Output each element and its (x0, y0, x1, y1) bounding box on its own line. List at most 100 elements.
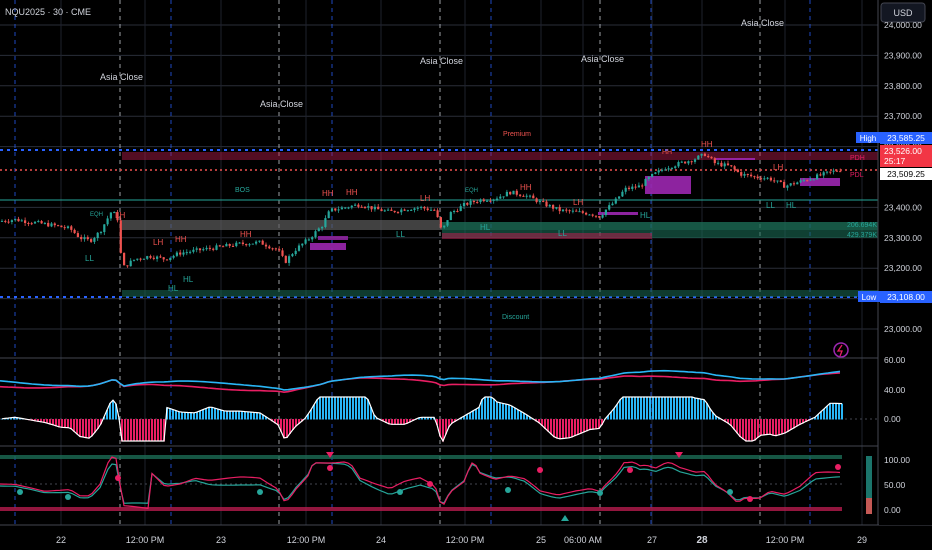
candle-body (179, 252, 182, 255)
swing-hl-label: HL (168, 284, 179, 293)
candle-body (40, 221, 43, 224)
candle-body (832, 170, 835, 172)
osc1-histogram-bar (436, 419, 438, 426)
osc1-histogram-bar (511, 406, 513, 420)
pdh-label: PDH (850, 155, 865, 162)
candle-body (142, 258, 145, 260)
osc1-histogram-bar (439, 419, 441, 437)
candle-body (195, 248, 198, 250)
candle-body (198, 248, 202, 251)
osc1-histogram-bar (247, 411, 249, 420)
osc1-histogram-bar (814, 417, 816, 420)
osc1-histogram-bar (658, 397, 660, 420)
candle-body (519, 194, 522, 196)
order-block-2 (800, 178, 840, 186)
osc1-histogram-bar (628, 397, 630, 420)
osc2-signal-dot (597, 490, 603, 496)
candle-body (258, 240, 261, 242)
osc1-main-line (0, 369, 841, 391)
candle-body (700, 153, 703, 156)
candle-body (723, 163, 726, 167)
swing-lh-label: LH (115, 211, 125, 220)
osc1-histogram-bar (790, 419, 792, 430)
osc1-histogram-bar (679, 397, 681, 420)
candle-body (505, 191, 508, 197)
price-tick: 23,900.00 (884, 50, 922, 60)
candle-body (575, 210, 578, 212)
osc2-gauge-bear (866, 498, 872, 514)
osc1-tick: 40.00 (884, 385, 906, 395)
candle-body (796, 182, 799, 185)
candle-body (416, 207, 419, 209)
osc1-histogram-bar (700, 399, 702, 420)
osc1-histogram-bar (772, 419, 774, 436)
osc1-histogram-bar (481, 399, 483, 420)
swing-ll-label: LL (766, 201, 775, 210)
osc1-histogram-bar (391, 419, 393, 425)
candle-body (528, 195, 532, 197)
candle-body (750, 174, 753, 177)
time-label: 27 (647, 535, 657, 545)
osc1-histogram-bar (592, 419, 594, 430)
osc1-histogram-bar (325, 397, 327, 420)
osc1-histogram-bar (220, 409, 222, 420)
candle-body (466, 202, 469, 205)
candle-body (73, 229, 76, 234)
osc1-histogram-bar (544, 419, 546, 429)
candle-body (63, 227, 66, 229)
candle-body (93, 238, 96, 242)
candle-body (301, 243, 304, 246)
candle-body (304, 239, 307, 244)
candle-body (449, 212, 452, 221)
candle-body (816, 174, 819, 180)
candle-body (413, 208, 416, 210)
osc1-histogram-bar (601, 419, 603, 426)
osc1-histogram-bar (445, 419, 447, 435)
candle-body (103, 224, 106, 233)
candle-body (17, 218, 20, 222)
osc1-histogram-bar (205, 408, 207, 420)
lightning-icon[interactable] (833, 342, 849, 358)
osc1-histogram-bar (73, 419, 75, 432)
osc1-histogram-bar (667, 397, 669, 420)
candle-body (119, 220, 122, 253)
osc1-histogram-bar (214, 408, 216, 420)
osc1-histogram-bar (475, 409, 477, 420)
candle-body (783, 181, 786, 188)
high-value-tag (880, 132, 932, 144)
candle-body (829, 171, 832, 173)
osc1-signal-line (0, 372, 841, 394)
osc1-histogram-bar (655, 397, 657, 420)
candle-body (132, 259, 136, 261)
osc1-histogram-bar (139, 419, 141, 442)
low-tag-label: Low (862, 293, 877, 302)
candle-body (307, 239, 310, 241)
osc1-histogram-bar (736, 419, 738, 434)
candle-body (70, 226, 73, 230)
candle-body (377, 206, 380, 210)
osc1-histogram-bar (394, 419, 396, 425)
osc1-histogram-bar (70, 419, 72, 430)
osc1-histogram-bar (586, 419, 588, 432)
candle-body (664, 169, 667, 171)
candle-body (314, 231, 317, 238)
candle-body (641, 185, 644, 187)
candle-body (406, 210, 409, 212)
candle-body (185, 252, 188, 254)
volume-label-a: 206.694K (847, 222, 877, 229)
price-tick: 23,200.00 (884, 263, 922, 273)
candle-body (835, 170, 838, 172)
currency-button[interactable] (880, 2, 926, 23)
price-tick: 23,700.00 (884, 111, 922, 121)
osc1-histogram-bar (796, 419, 798, 427)
candle-body (83, 237, 86, 240)
candle-body (462, 202, 466, 207)
symbol-title[interactable]: NQU2025 · 30 · CME (5, 7, 91, 17)
osc1-histogram-bar (607, 415, 609, 420)
candle-body (14, 218, 17, 221)
candle-body (255, 241, 258, 244)
candle-body (350, 205, 353, 208)
time-label: 28 (696, 535, 708, 546)
osc1-histogram-bar (793, 419, 795, 429)
